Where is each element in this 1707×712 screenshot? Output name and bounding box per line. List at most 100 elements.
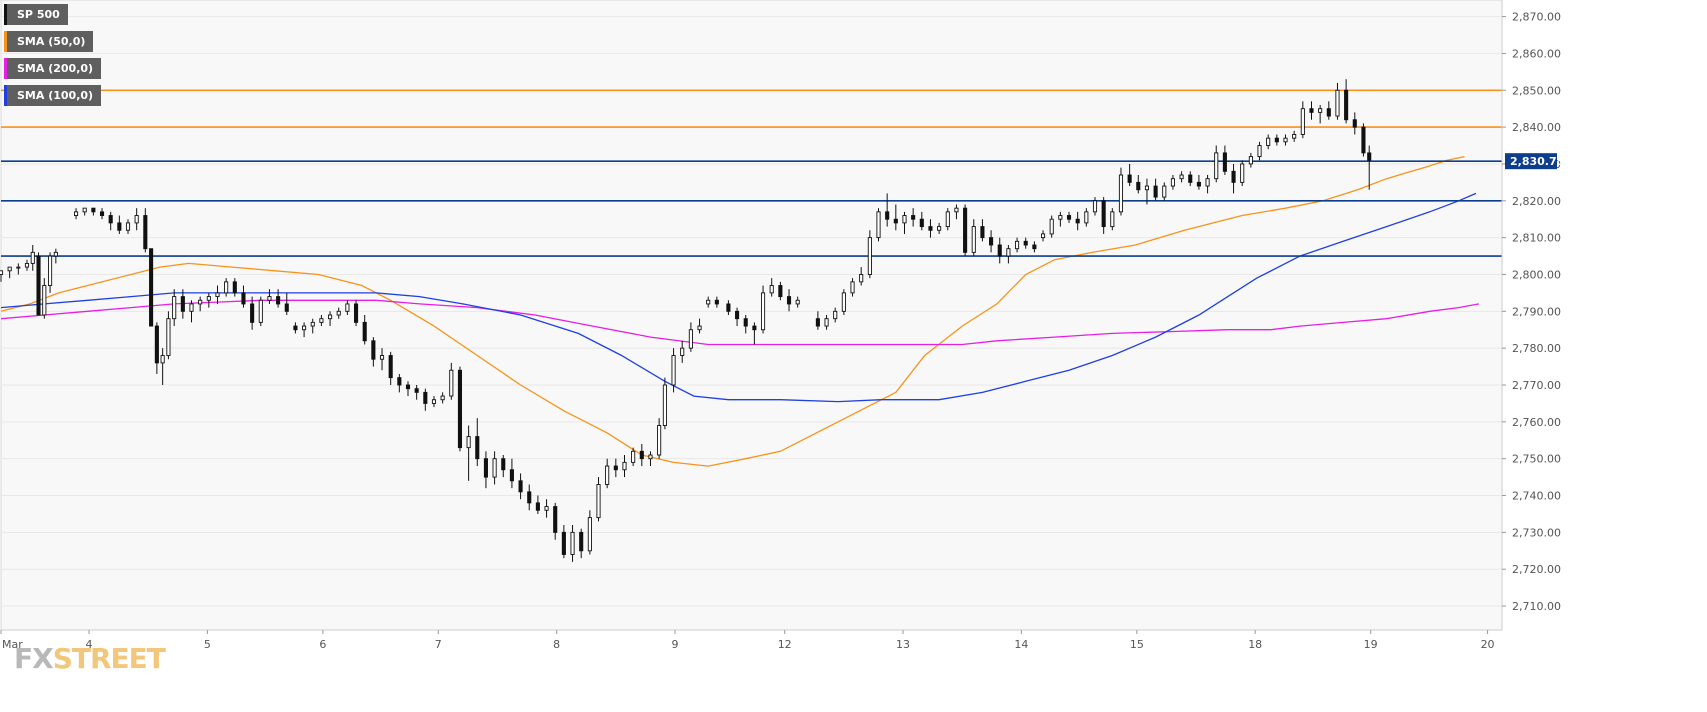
candle-body — [1300, 108, 1305, 135]
candle-body — [671, 355, 676, 386]
candle — [622, 455, 627, 478]
candle — [1023, 237, 1028, 249]
candle-body — [596, 484, 601, 519]
legend-item-sp500[interactable]: SP 500 — [4, 4, 68, 25]
candle-body — [48, 255, 53, 286]
x-tick-label: 14 — [1014, 638, 1028, 651]
candle-body — [1127, 174, 1132, 183]
candle — [714, 296, 719, 308]
candle — [449, 362, 454, 400]
candle — [99, 208, 105, 220]
candle-body — [7, 266, 12, 272]
candle — [180, 289, 185, 319]
candle-body — [561, 531, 566, 555]
x-tick-label: 6 — [319, 638, 326, 651]
candle — [735, 307, 740, 327]
candle — [769, 278, 774, 297]
candle-body — [1205, 178, 1210, 187]
candle — [1326, 101, 1331, 120]
candle-body — [706, 299, 711, 305]
y-tick-label: 2,790.00 — [1512, 305, 1561, 318]
candle — [648, 451, 653, 467]
legend-item-sma50[interactable]: SMA (50,0) — [4, 31, 94, 52]
candle-body — [143, 215, 148, 250]
candle — [553, 502, 558, 540]
candle-body — [833, 310, 838, 320]
x-tick-label: 8 — [553, 638, 560, 651]
candle — [7, 266, 12, 279]
candle — [605, 458, 610, 489]
candle-body — [483, 458, 488, 478]
candle — [1231, 163, 1236, 194]
candle — [379, 348, 385, 371]
candle — [1162, 182, 1167, 201]
candle — [561, 525, 566, 559]
candle — [198, 296, 203, 312]
candle-body — [108, 215, 113, 224]
legend-label: SMA (200,0) — [17, 62, 94, 75]
candle-body — [431, 399, 437, 404]
candle-body — [189, 303, 194, 312]
candle-body — [30, 251, 35, 264]
candle-body — [258, 299, 263, 323]
candle-body — [154, 325, 159, 364]
candle-body — [99, 211, 105, 216]
candle-body — [859, 274, 864, 283]
candle — [971, 219, 976, 257]
candle — [276, 289, 281, 308]
candle — [42, 278, 47, 319]
candle — [824, 315, 829, 330]
candle — [1066, 211, 1072, 223]
candle — [267, 289, 272, 304]
candle — [108, 211, 113, 231]
legend-item-sma200[interactable]: SMA (200,0) — [4, 58, 102, 79]
candle-body — [449, 369, 454, 397]
candle — [310, 318, 315, 334]
candle — [1257, 141, 1262, 161]
candle-body — [824, 318, 829, 327]
price-tag-bg — [1505, 153, 1557, 170]
legend-item-sma100[interactable]: SMA (100,0) — [4, 85, 102, 106]
y-tick-label: 2,710.00 — [1512, 600, 1561, 613]
candle-body — [587, 517, 592, 552]
candle — [688, 322, 693, 352]
y-tick-label: 2,840.00 — [1512, 121, 1561, 134]
candle — [885, 193, 890, 227]
candle-body — [284, 303, 289, 312]
logo-fx: FX — [14, 642, 54, 675]
candle-body — [786, 296, 792, 305]
candle-body — [405, 384, 411, 390]
x-tick-label: 18 — [1248, 638, 1262, 651]
candle-body — [388, 355, 393, 379]
x-tick-label: 5 — [204, 638, 211, 651]
candle-body — [1248, 156, 1253, 165]
candle — [423, 388, 428, 411]
candle-body — [1352, 119, 1357, 128]
candle — [1179, 171, 1184, 183]
candle — [1361, 123, 1366, 157]
candle-body — [492, 458, 497, 478]
candle-body — [1318, 108, 1323, 113]
candle-body — [1162, 185, 1167, 198]
candle — [657, 418, 662, 459]
candle — [1214, 145, 1219, 183]
candle — [336, 307, 341, 319]
candle — [859, 267, 864, 286]
candle-body — [980, 226, 985, 239]
candle-body — [1006, 248, 1011, 257]
candle-body — [631, 450, 636, 463]
candle — [570, 525, 575, 562]
candle-body — [1110, 211, 1115, 228]
candle-body — [345, 303, 350, 312]
candle — [215, 285, 220, 304]
candle — [867, 230, 872, 279]
x-tick-label: 20 — [1481, 638, 1495, 651]
candle — [1300, 101, 1305, 139]
candle — [1058, 211, 1063, 227]
candle — [815, 311, 820, 330]
candle — [501, 455, 506, 478]
candle — [149, 248, 154, 327]
candle — [1188, 171, 1193, 187]
candle — [405, 381, 411, 397]
legend-label: SMA (50,0) — [17, 35, 86, 48]
